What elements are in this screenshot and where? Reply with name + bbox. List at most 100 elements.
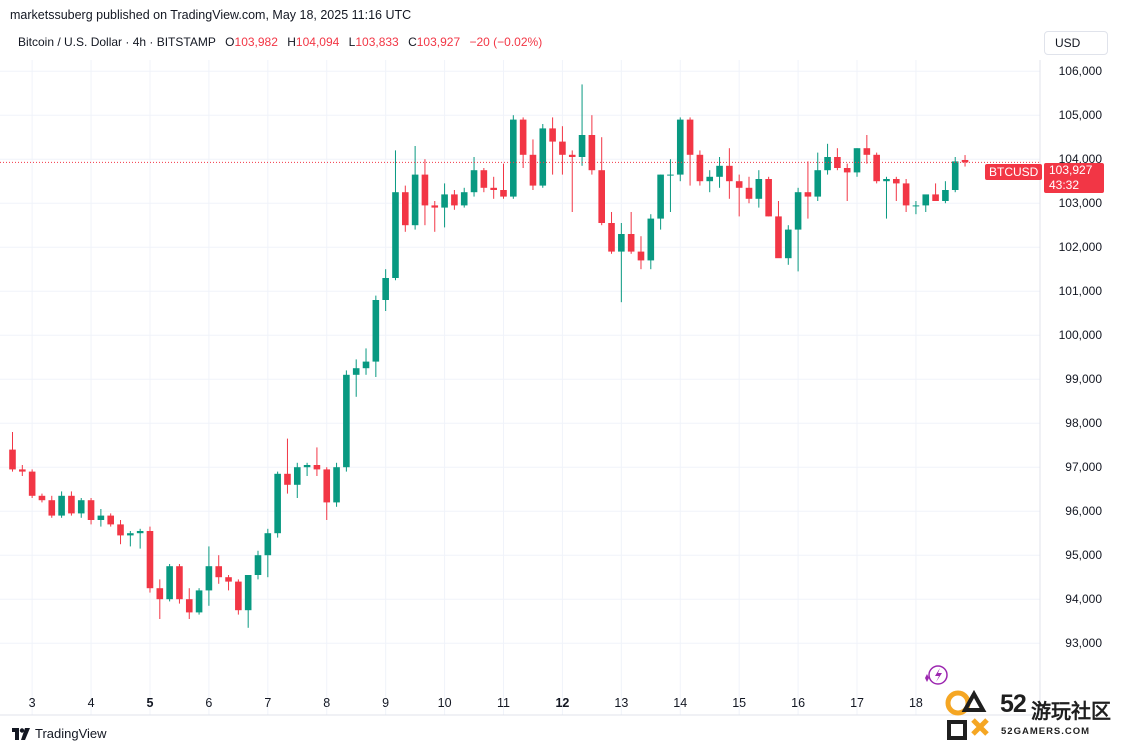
candle [608, 212, 615, 254]
candle-body [372, 300, 380, 362]
candle [28, 469, 36, 498]
candle [667, 159, 674, 212]
candle-body [146, 531, 154, 589]
y-tick-label: 98,000 [1065, 416, 1102, 430]
candle-body [451, 194, 458, 206]
candle [814, 152, 822, 201]
candle-body [117, 524, 124, 536]
candle [804, 161, 812, 219]
candle-body [333, 467, 340, 503]
candle-body [343, 374, 350, 468]
candle [303, 462, 311, 476]
candle [77, 498, 85, 518]
candle-body [293, 467, 301, 485]
candle-body [539, 128, 547, 186]
candle [559, 126, 566, 175]
candle [951, 157, 959, 193]
candle [392, 150, 399, 281]
candle-body [185, 599, 193, 613]
x-tick-label: 12 [555, 696, 569, 710]
candle [451, 190, 458, 210]
candle [529, 139, 537, 190]
candle [421, 159, 429, 226]
candle [784, 225, 792, 265]
candle [117, 520, 124, 545]
candle [676, 117, 684, 182]
candle-body [716, 165, 723, 177]
tradingview-logo[interactable]: TradingView [12, 726, 107, 741]
candles [9, 84, 969, 628]
candle [539, 124, 547, 188]
candle-body [814, 170, 822, 197]
candle [873, 152, 880, 184]
candle [58, 491, 65, 518]
y-tick-label: 104,000 [1059, 152, 1103, 166]
candle-body [637, 251, 645, 261]
tradingview-logo-icon [12, 727, 30, 740]
candle-body [156, 588, 164, 600]
legend-symbol[interactable]: Bitcoin / U.S. Dollar · 4h · BITSTAMP [18, 35, 216, 49]
candle-body [264, 533, 272, 556]
candle-body [765, 179, 772, 217]
candle [549, 117, 556, 175]
candle-body [932, 194, 939, 201]
candle-body [127, 533, 134, 536]
candle [293, 462, 301, 498]
candle-body [176, 566, 183, 600]
candle-body [784, 229, 792, 259]
candle [460, 187, 468, 208]
candle [205, 546, 213, 606]
candle [343, 370, 350, 472]
price-tag-price: 103,927 [1049, 163, 1093, 177]
candle [637, 236, 645, 270]
y-tick-label: 97,000 [1065, 460, 1102, 474]
x-tick-label: 16 [791, 696, 805, 710]
candle-body [402, 192, 409, 226]
candle [598, 137, 605, 226]
candle [166, 564, 173, 602]
candle [765, 176, 772, 217]
candle [726, 148, 733, 199]
candle [696, 150, 704, 186]
candle [136, 528, 144, 549]
candle-body [883, 179, 890, 182]
x-tick-label: 14 [673, 696, 687, 710]
time-axis[interactable]: 3 4 5 6 7 8 9 10 11 12 13 14 15 16 17 18 [29, 696, 923, 710]
y-tick-label: 93,000 [1065, 636, 1102, 650]
candle-body [755, 179, 763, 199]
candle-body [382, 278, 389, 300]
candle [519, 117, 527, 168]
candle [902, 179, 910, 212]
y-tick-label: 100,000 [1059, 328, 1103, 342]
candle-body [28, 471, 36, 496]
price-tag-ticker: BTCUSD [985, 164, 1043, 180]
candle-body [87, 500, 95, 520]
candle [127, 531, 134, 547]
candle-body [460, 192, 468, 206]
candle-body [136, 531, 144, 534]
candle-body [480, 170, 488, 188]
candle [922, 194, 930, 212]
candle-body [902, 183, 910, 206]
candle [834, 148, 841, 171]
candle [235, 579, 242, 615]
legend-open-label: O [225, 35, 235, 49]
candle [470, 157, 478, 197]
candle [480, 168, 488, 193]
legend-low-value: 103,833 [355, 35, 399, 49]
replay-icon[interactable] [925, 665, 948, 685]
candle [176, 564, 183, 604]
candle-body [804, 192, 812, 197]
publisher-line: marketssuberg published on TradingView.c… [10, 8, 412, 22]
candle-body [873, 154, 880, 182]
currency-button[interactable]: USD [1044, 31, 1108, 55]
price-axis[interactable]: 93,000 94,000 95,000 96,000 97,000 98,000 99,0… [1059, 64, 1103, 650]
candle [274, 471, 281, 538]
candle-body [19, 469, 26, 472]
candle-body [578, 135, 586, 157]
x-tick-label: 3 [29, 696, 36, 710]
legend-high-label: H [287, 35, 296, 49]
candle-body [313, 465, 321, 470]
candle-body [951, 161, 959, 190]
